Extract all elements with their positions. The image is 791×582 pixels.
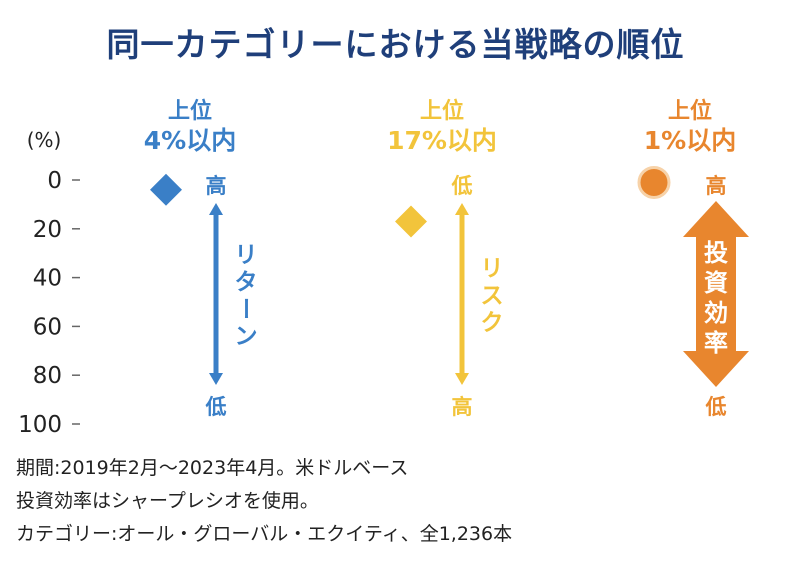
scale-label-char: 資 <box>704 269 728 297</box>
rank-label-value: 17%以内 <box>387 126 497 155</box>
footnote-period: 期間:2019年2月～2023年4月。米ドルベース <box>16 457 409 479</box>
rank-label-top: 上位 <box>168 98 212 124</box>
y-tick-label: 20 <box>33 217 62 243</box>
y-tick-label: 80 <box>33 363 62 389</box>
scale-bottom-label: 低 <box>205 395 227 419</box>
y-axis-unit-label: (%) <box>27 128 62 152</box>
y-tick-label: 100 <box>18 412 62 438</box>
scale-top-label: 高 <box>706 174 727 198</box>
scale-arrow-head-down <box>209 373 223 385</box>
scale-arrow-head-down <box>455 373 469 385</box>
footnote-category: カテゴリー:オール・グローバル・エクイティ、全1,236本 <box>16 523 513 545</box>
scale-label-char: 効 <box>704 299 728 327</box>
rank-label-top: 上位 <box>668 98 712 124</box>
scale-arrow-head-up <box>455 203 469 215</box>
scale-bottom-label: 低 <box>705 395 727 419</box>
scale-label-char: ー <box>232 297 258 320</box>
rank-label-value: 4%以内 <box>144 126 236 155</box>
scale-label-char: ク <box>481 310 504 336</box>
scale-label-char: リ <box>481 256 504 282</box>
scale-top-label: 高 <box>206 174 227 198</box>
scale-label-char: 率 <box>704 329 728 357</box>
rank-label-value: 1%以内 <box>644 126 736 155</box>
footnote-efficiency: 投資効率はシャープレシオを使用。 <box>16 490 319 512</box>
data-point-リスク <box>392 203 430 240</box>
chart-title: 同一カテゴリーにおける当戦略の順位 <box>106 25 685 64</box>
scale-top-label: 低 <box>451 174 473 198</box>
y-tick-label: 60 <box>33 314 62 340</box>
data-point-リターン <box>147 171 185 208</box>
scale-label-char: ン <box>235 324 258 350</box>
scale-bottom-label: 高 <box>452 395 473 419</box>
scale-block-arrow <box>683 201 749 387</box>
y-tick-label: 40 <box>33 266 62 292</box>
scale-label-char: 投 <box>704 239 728 267</box>
scale-arrow-head-up <box>209 203 223 215</box>
rank-label-top: 上位 <box>420 98 464 124</box>
scale-label-char: ス <box>481 283 504 309</box>
data-point-投資効率 <box>637 165 671 199</box>
footnotes: 期間:2019年2月～2023年4月。米ドルベース 投資効率はシャープレシオを使… <box>16 452 512 551</box>
scale-label-char: タ <box>235 270 258 296</box>
scale-label-char: リ <box>235 243 258 269</box>
y-tick-label: 0 <box>47 168 62 194</box>
